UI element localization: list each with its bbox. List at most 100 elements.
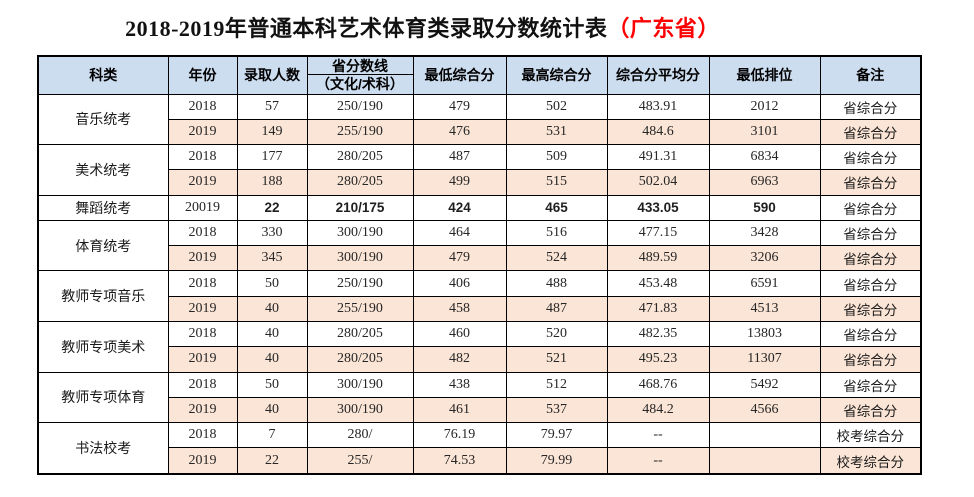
cell-min-rank: 2012 bbox=[708, 93, 821, 120]
cell-province-line: 280/205 bbox=[306, 321, 414, 348]
cell-min-composite: 461 bbox=[412, 396, 507, 424]
cell-min-rank: 4513 bbox=[708, 295, 821, 323]
cell-admitted: 40 bbox=[236, 396, 308, 424]
table-row: 2019 149 255/190 476 531 484.6 3101 省综合分 bbox=[38, 118, 922, 146]
header-category: 科类 bbox=[37, 55, 169, 95]
cell-province-line: 255/190 bbox=[306, 118, 414, 146]
cell-max-composite: 487 bbox=[505, 295, 608, 323]
cell-avg-composite: 482.35 bbox=[606, 321, 710, 348]
cell-admitted: 22 bbox=[236, 447, 308, 475]
cell-province-line: 250/190 bbox=[306, 93, 414, 120]
cell-category: 舞蹈统考 bbox=[37, 194, 169, 221]
cell-admitted: 40 bbox=[236, 295, 308, 323]
cell-min-composite: 482 bbox=[412, 346, 507, 373]
table-row: 音乐统考 2018 57 250/190 479 502 483.91 2012… bbox=[37, 93, 922, 146]
cell-avg-composite: 433.05 bbox=[606, 194, 710, 221]
cell-year: 2018 bbox=[167, 270, 238, 297]
cell-min-rank: 13803 bbox=[708, 321, 821, 348]
table-row: 2019 22 255/ 74.53 79.99 -- 校考综合分 bbox=[38, 447, 922, 475]
cell-min-composite: 476 bbox=[412, 118, 507, 146]
cell-avg-composite: 484.6 bbox=[606, 118, 710, 146]
cell-min-composite: 406 bbox=[412, 270, 507, 297]
cell-avg-composite: 495.23 bbox=[606, 346, 710, 373]
table-row: 教师专项体育 2018 50 300/190 438 512 468.76 54… bbox=[37, 371, 922, 424]
table-row: 2019 188 280/205 499 515 502.04 6963 省综合… bbox=[38, 169, 922, 196]
cell-year: 2018 bbox=[167, 144, 238, 171]
cell-year: 20019 bbox=[167, 194, 238, 221]
cell-province-line: 300/190 bbox=[306, 245, 414, 272]
cell-max-composite: 488 bbox=[505, 270, 608, 297]
cell-admitted: 330 bbox=[236, 219, 308, 247]
cell-province-line: 210/175 bbox=[306, 194, 414, 221]
cell-year: 2018 bbox=[167, 371, 238, 398]
cell-min-rank: 11307 bbox=[708, 346, 821, 373]
cell-remark: 省综合分 bbox=[819, 245, 922, 272]
table-row: 2019 40 300/190 461 537 484.2 4566 省综合分 bbox=[38, 396, 922, 424]
table-row: 美术统考 2018 177 280/205 487 509 491.31 683… bbox=[37, 144, 922, 196]
table-row: 教师专项音乐 2018 50 250/190 406 488 453.48 65… bbox=[37, 270, 922, 323]
cell-admitted: 7 bbox=[236, 422, 308, 449]
header-min-composite: 最低综合分 bbox=[412, 55, 507, 95]
cell-province-line: 255/190 bbox=[306, 295, 414, 323]
cell-province-line: 250/190 bbox=[306, 270, 414, 297]
header-year: 年份 bbox=[167, 55, 238, 95]
cell-avg-composite: 491.31 bbox=[606, 144, 710, 171]
cell-admitted: 40 bbox=[236, 346, 308, 373]
cell-remark: 省综合分 bbox=[819, 144, 922, 171]
cell-remark: 省综合分 bbox=[819, 396, 922, 424]
cell-avg-composite: -- bbox=[606, 447, 710, 475]
cell-category: 体育统考 bbox=[37, 219, 169, 272]
header-remark: 备注 bbox=[819, 55, 922, 95]
cell-avg-composite: 489.59 bbox=[606, 245, 710, 272]
cell-max-composite: 515 bbox=[505, 169, 608, 196]
cell-province-line: 300/190 bbox=[306, 371, 414, 398]
cell-min-rank: 5492 bbox=[708, 371, 821, 398]
cell-min-composite: 479 bbox=[412, 93, 507, 120]
header-avg-composite: 综合分平均分 bbox=[606, 55, 710, 95]
cell-avg-composite: -- bbox=[606, 422, 710, 449]
cell-min-composite: 460 bbox=[412, 321, 507, 348]
cell-min-rank: 3206 bbox=[708, 245, 821, 272]
cell-remark: 校考综合分 bbox=[819, 422, 922, 449]
cell-avg-composite: 477.15 bbox=[606, 219, 710, 247]
cell-max-composite: 524 bbox=[505, 245, 608, 272]
cell-admitted: 50 bbox=[236, 270, 308, 297]
cell-remark: 省综合分 bbox=[819, 371, 922, 398]
cell-province-line: 280/205 bbox=[306, 169, 414, 196]
cell-max-composite: 537 bbox=[505, 396, 608, 424]
cell-min-rank: 6963 bbox=[708, 169, 821, 196]
cell-admitted: 345 bbox=[236, 245, 308, 272]
header-max-composite: 最高综合分 bbox=[505, 55, 608, 95]
cell-min-composite: 479 bbox=[412, 245, 507, 272]
cell-category: 美术统考 bbox=[37, 144, 169, 196]
page-title: 2018-2019年普通本科艺术体育类录取分数统计表（广东省） bbox=[0, 11, 845, 43]
cell-max-composite: 512 bbox=[505, 371, 608, 398]
cell-min-composite: 499 bbox=[412, 169, 507, 196]
cell-remark: 省综合分 bbox=[819, 346, 922, 373]
cell-year: 2019 bbox=[167, 396, 238, 424]
cell-min-composite: 464 bbox=[412, 219, 507, 247]
page-title-province: （广东省） bbox=[607, 16, 720, 41]
cell-remark: 省综合分 bbox=[819, 219, 922, 247]
cell-year: 2018 bbox=[167, 321, 238, 348]
cell-category: 教师专项美术 bbox=[37, 321, 169, 373]
cell-admitted: 22 bbox=[236, 194, 308, 221]
cell-admitted: 50 bbox=[236, 371, 308, 398]
cell-max-composite: 79.99 bbox=[505, 447, 608, 475]
cell-max-composite: 502 bbox=[505, 93, 608, 120]
cell-min-composite: 76.19 bbox=[412, 422, 507, 449]
cell-category: 教师专项体育 bbox=[37, 371, 169, 424]
cell-province-line: 300/190 bbox=[306, 396, 414, 424]
cell-admitted: 149 bbox=[236, 118, 308, 146]
table-row: 2019 40 280/205 482 521 495.23 11307 省综合… bbox=[38, 346, 922, 373]
table-row: 2019 345 300/190 479 524 489.59 3206 省综合… bbox=[38, 245, 922, 272]
cell-year: 2019 bbox=[167, 118, 238, 146]
cell-max-composite: 509 bbox=[505, 144, 608, 171]
cell-year: 2018 bbox=[167, 219, 238, 247]
cell-max-composite: 516 bbox=[505, 219, 608, 247]
cell-category: 音乐统考 bbox=[37, 93, 169, 146]
cell-max-composite: 531 bbox=[505, 118, 608, 146]
cell-year: 2019 bbox=[167, 346, 238, 373]
cell-province-line: 300/190 bbox=[306, 219, 414, 247]
